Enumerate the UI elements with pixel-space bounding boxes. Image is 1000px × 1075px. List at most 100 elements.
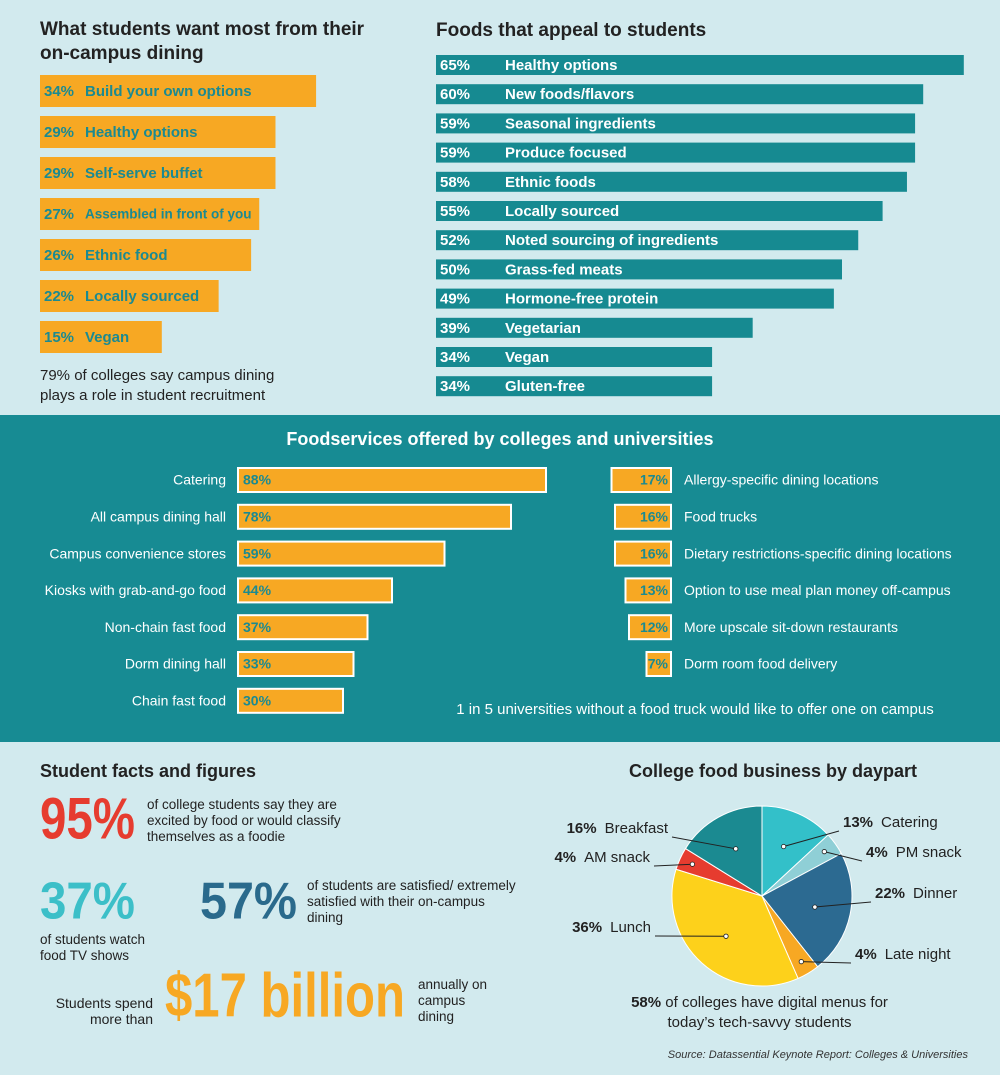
leader-dot (781, 843, 787, 850)
value-label: 49% (440, 291, 470, 308)
bar (624, 577, 672, 604)
fact-text: of students are satisfied/ extremely sat… (307, 878, 516, 925)
slice-category: Catering (881, 814, 938, 831)
leader-dot (812, 904, 818, 910)
category-label: Food trucks (684, 509, 757, 525)
category-label: Gluten-free (505, 378, 585, 395)
bar (614, 503, 672, 530)
category-label: More upscale sit-down restaurants (684, 619, 898, 635)
value-label: 58% (440, 174, 470, 191)
slice-label: 16% Breakfast (567, 820, 669, 837)
chart-title: College food business by daypart (629, 761, 917, 781)
slice-value-label: 22% (875, 885, 905, 902)
bar (436, 288, 834, 309)
category-label: Vegetarian (505, 320, 581, 337)
category-label: Healthy options (505, 57, 618, 74)
leader-dot (689, 861, 696, 867)
bar (237, 614, 369, 641)
fact-text: of college students say they are excited… (147, 797, 341, 844)
slice-label: 4% PM snack (866, 844, 962, 861)
category-label: Vegan (505, 349, 549, 366)
value-label: 39% (440, 320, 470, 337)
category-label: Option to use meal plan money off-campus (684, 582, 951, 598)
category-label: Catering (173, 472, 226, 488)
value-label: 26% (44, 247, 74, 264)
leader-dot (723, 933, 729, 939)
slice-value-label: 4% (554, 849, 576, 866)
value-label: 34% (440, 349, 470, 366)
chart-title: Foods that appeal to students (436, 20, 706, 41)
category-label: Ethnic food (85, 247, 168, 264)
pie-slice (761, 852, 853, 968)
fact-text: Students spend more than (55, 995, 153, 1027)
category-label: Ethnic foods (505, 174, 596, 191)
bar (40, 321, 162, 353)
fact-text: annually on campus dining (418, 977, 488, 1024)
category-label: Chain fast food (132, 693, 226, 709)
bar (610, 467, 672, 493)
value-label: 17% (640, 472, 669, 488)
slice-value-label: 4% (855, 946, 877, 963)
value-label: 13% (640, 582, 669, 598)
category-label: Locally sourced (85, 288, 199, 305)
value-label: 34% (440, 378, 470, 395)
bar (237, 503, 512, 530)
category-label: Healthy options (85, 124, 198, 141)
leader-line (671, 836, 736, 850)
leader-line (801, 961, 852, 964)
category-label: Allergy-specific dining locations (684, 472, 879, 488)
category-label: Produce focused (505, 145, 627, 162)
bar (237, 540, 446, 567)
category-label: Kiosks with grab-and-go food (45, 582, 226, 598)
bar (436, 230, 859, 251)
value-label: 12% (640, 619, 669, 635)
bar (614, 540, 672, 567)
slice-label: 22% Dinner (875, 885, 957, 902)
bar (40, 116, 276, 148)
bar (237, 687, 344, 714)
value-label: 59% (440, 145, 470, 162)
big-figure: 57% (200, 873, 297, 931)
leader-line (814, 901, 872, 908)
value-label: 7% (648, 656, 669, 672)
big-figure: $17 billion (165, 961, 405, 1030)
value-label: 52% (440, 232, 470, 249)
slice-label: 36% Lunch (572, 919, 651, 936)
leader-line (824, 851, 863, 862)
note: 1 in 5 universities without a food truck… (456, 701, 934, 718)
leader-dot (733, 846, 739, 852)
section-title: Student facts and figures (40, 761, 256, 781)
value-label: 22% (44, 288, 74, 305)
bar (237, 651, 355, 677)
value-label: 78% (243, 509, 272, 525)
slice-value-label: 13% (843, 814, 873, 831)
bar (40, 75, 317, 107)
leader-dot (798, 959, 804, 965)
category-label: All campus dining hall (91, 509, 226, 525)
value-label: 65% (440, 57, 470, 74)
category-label: Campus convenience stores (49, 545, 226, 561)
value-label: 50% (440, 261, 470, 278)
bar (40, 157, 276, 189)
slice-value-label: 36% (572, 919, 602, 936)
category-label: Dietary restrictions-specific dining loc… (684, 545, 952, 561)
bar (436, 171, 907, 192)
chart-title: Foodservices offered by colleges and uni… (286, 429, 713, 449)
bar (237, 467, 547, 493)
slice-category: Late night (885, 946, 952, 963)
slice-category: Dinner (913, 885, 957, 902)
chart-title: What students want most from their on-ca… (40, 19, 365, 64)
value-label: 34% (44, 83, 74, 100)
category-label: Self-serve buffet (85, 165, 203, 182)
category-label: New foods/flavors (505, 86, 634, 103)
value-label: 29% (44, 165, 74, 182)
bar (436, 317, 753, 338)
category-label: Grass-fed meats (505, 261, 623, 278)
category-label: Dorm dining hall (125, 656, 226, 672)
bar (40, 239, 252, 271)
category-label: Hormone-free protein (505, 291, 658, 308)
slice-category: PM snack (896, 844, 962, 861)
bar (645, 651, 672, 677)
value-label: 29% (44, 124, 74, 141)
